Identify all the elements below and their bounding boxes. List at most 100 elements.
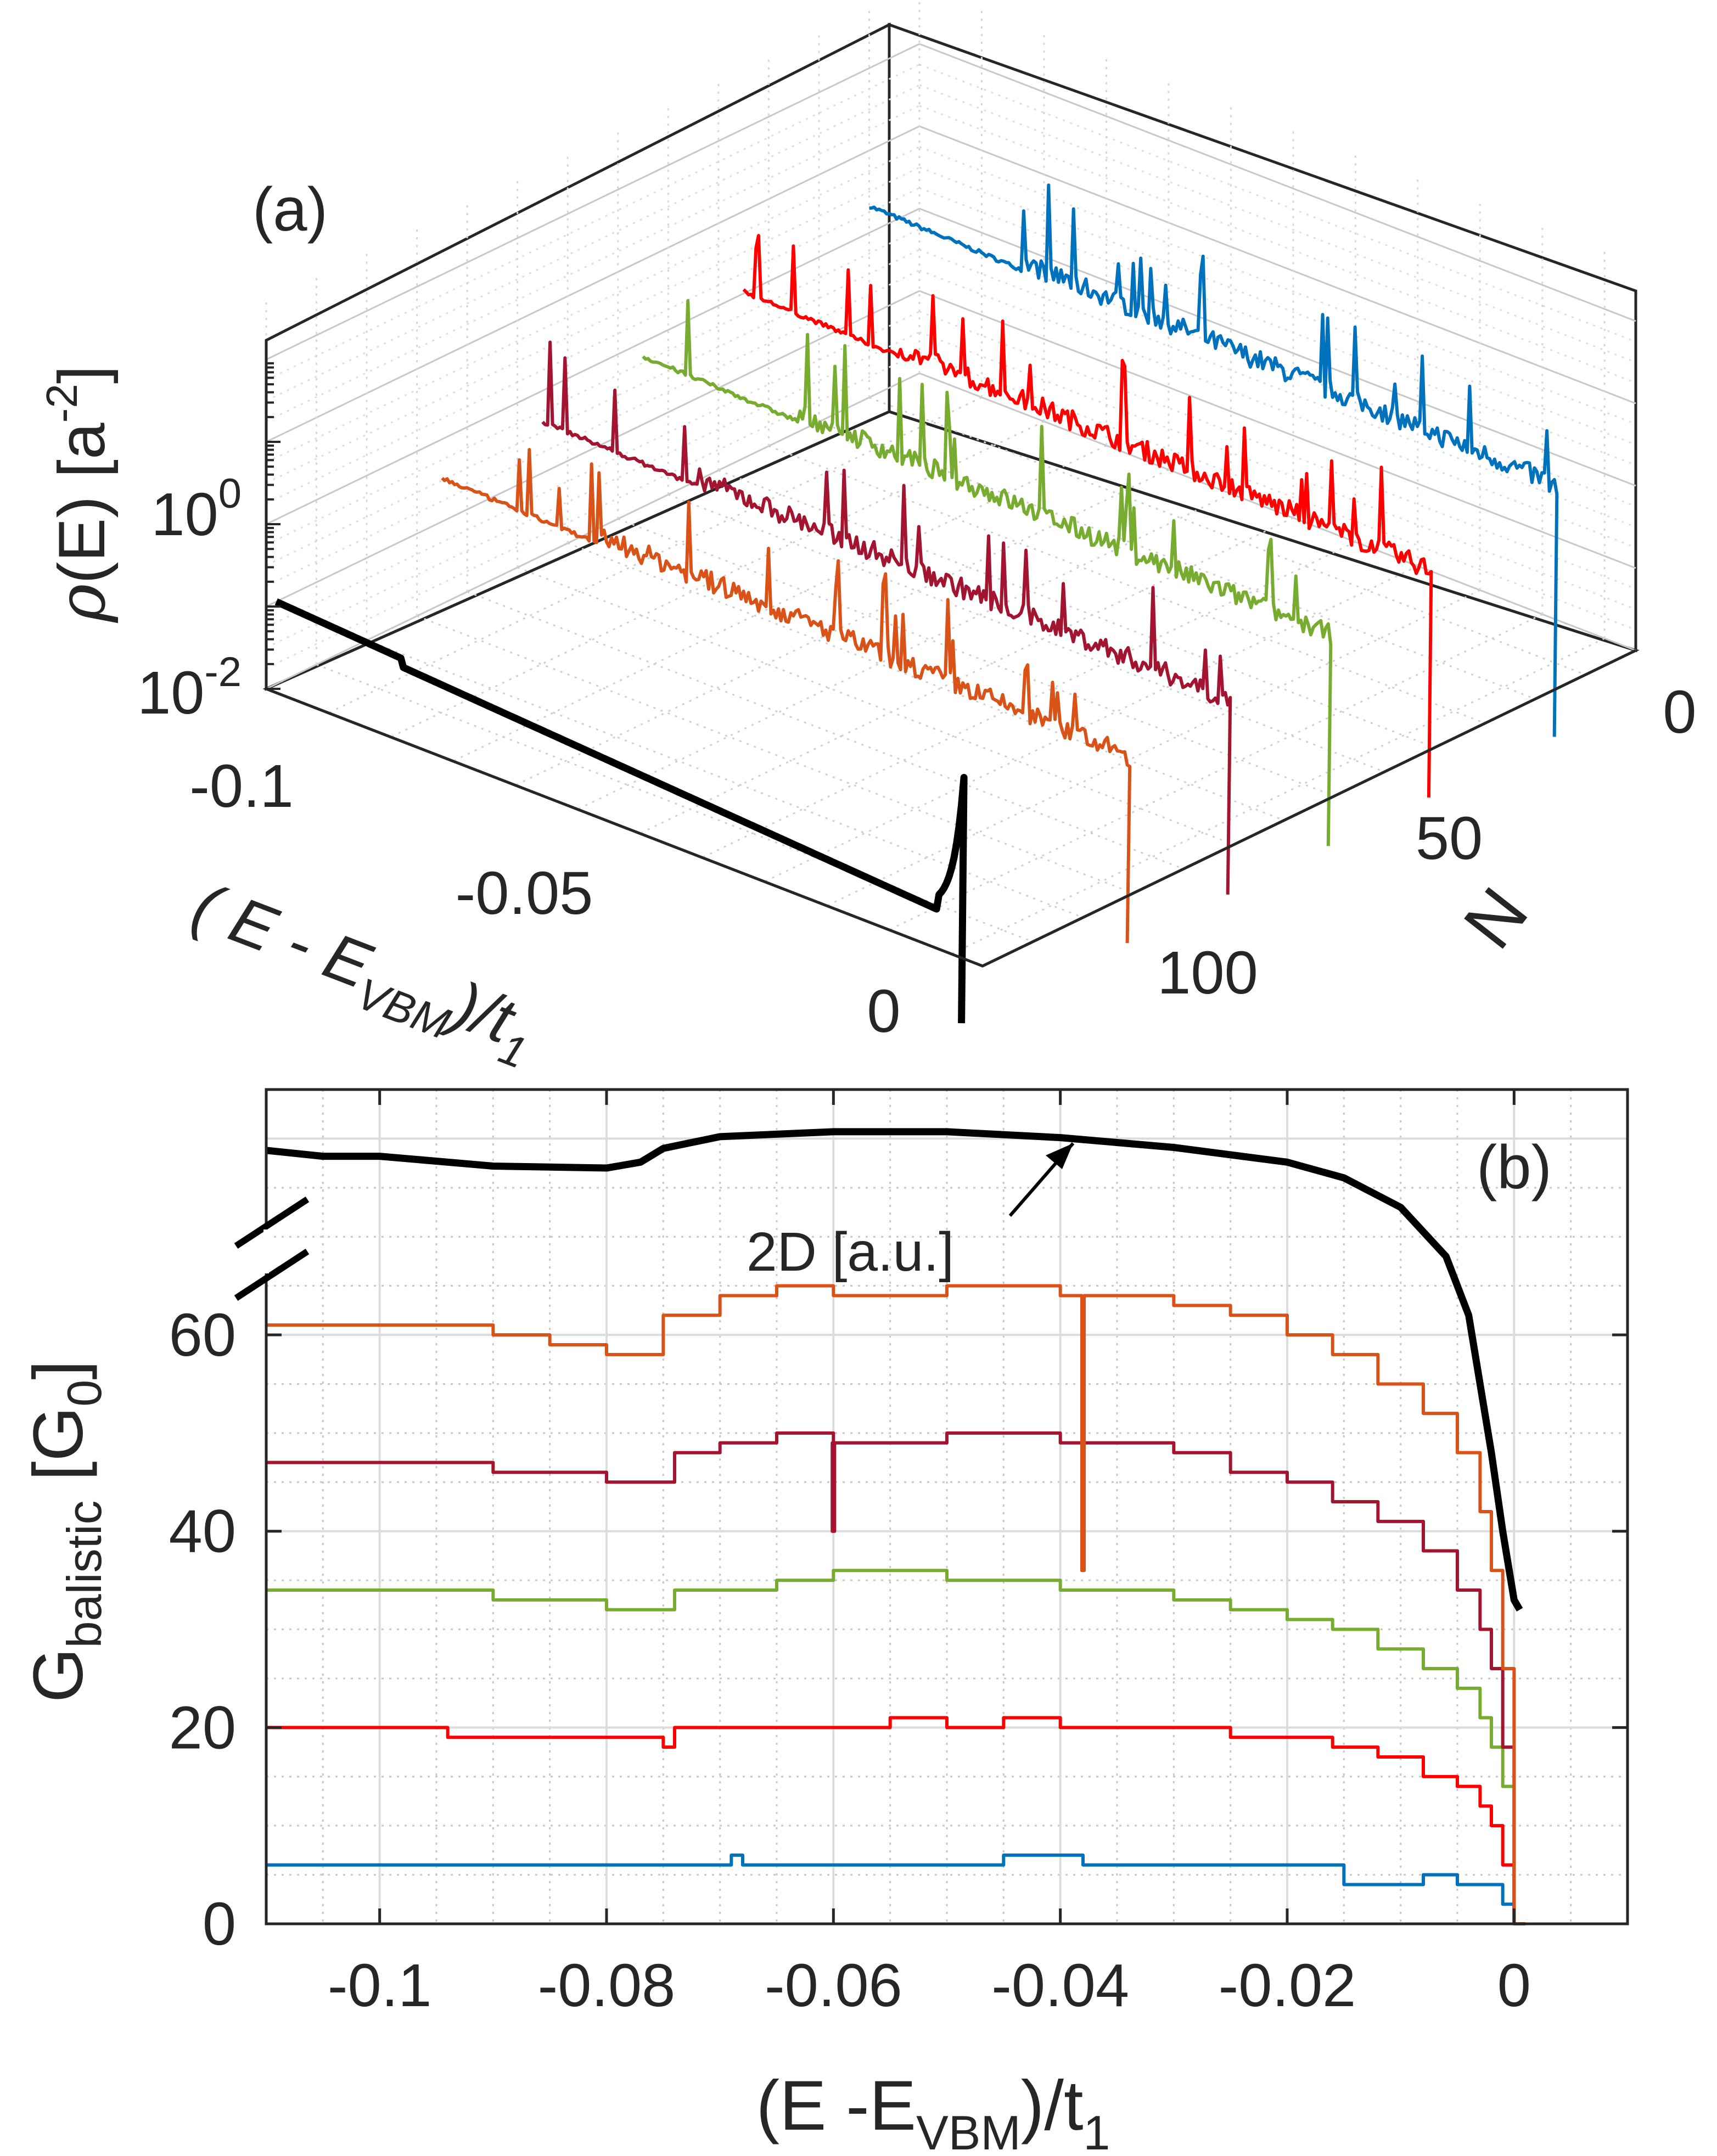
floor-grid-x [390,420,1045,738]
z-axis-title: ρ(E) [a-2] [37,366,120,624]
wall-grid-left [266,105,920,422]
x3d-title-sub: VBM [350,969,457,1048]
floor-grid-x [452,445,1107,762]
panel-a-3d-plot: (a) 100 10-2 ρ(E) [a-2] -0.1 -0.05 0 ( E… [37,0,1697,1077]
axis-break-mark-upper [234,1196,310,1249]
x-axis-line [266,687,983,968]
annotation-arrowhead [1046,1143,1073,1169]
x-tick-label: -0.1 [328,1952,432,2019]
y-tick-label: 40 [169,1498,236,1565]
panel-b-axes-box [265,1088,1629,1925]
axis-break-mark-lower [234,1248,310,1301]
wall-grid-left [266,207,920,525]
wall-grid-left [266,43,920,361]
series-line-n-75 [266,1431,1525,1925]
wall-grid-right [919,290,1636,569]
x3d-tick-label-1: -0.05 [456,860,593,927]
back-wall-left [265,22,891,691]
x-title-mid: )/t [1021,2067,1084,2145]
n-tick-label-50: 50 [1416,805,1483,872]
floor-grid-n [417,615,1134,894]
series-line-n-35 [266,1716,1525,1925]
y-axis-title: Gbalistic [G0] [19,1360,111,1703]
panel-a-grid [265,0,1636,967]
z-tick-1e0-base: 10 [151,481,218,548]
x-tick-label: 0 [1497,1952,1531,2019]
floor-grid-x [951,637,1605,955]
svg-text:ρ(E) [a-2]: ρ(E) [a-2] [37,366,120,624]
x3d-tick-label-0: -0.1 [189,753,294,820]
wall-grid-left [266,187,920,504]
wall-grid-left [266,290,920,608]
floor-grid-n [618,518,1335,797]
y-title-main: G [19,1648,98,1703]
wall-grid-right [919,125,1636,405]
wall-grid-left [266,249,920,566]
floor-grid-x [639,517,1294,834]
dos-curve-n-35 [742,234,1433,798]
z-tick-1e-2-base: 10 [137,659,204,727]
y-tick-label: 20 [169,1694,236,1761]
dos-curve-n-55 [642,299,1333,846]
panel-b-tick-labels: -0.1 -0.08 -0.06 -0.04 -0.02 0 0 20 40 60 [169,1301,1531,2019]
panel-b-curves [266,1128,1525,1925]
n-tick-label-0: 0 [1663,678,1696,746]
y-title-sub: balistic [57,1500,111,1648]
floor-grid-x [826,589,1480,907]
y-title-close: ] [19,1360,98,1380]
dos-curve-2d [274,598,968,1024]
z-title-main: (E) [a [45,423,119,584]
wall-grid-left [266,228,920,546]
n-axis-line [981,649,1637,968]
x-title-open: (E -E [756,2067,917,2145]
series-line-n-55 [266,1569,1525,1925]
dos-curve-n-10 [869,183,1559,737]
panel-b-label: (b) [1477,1133,1552,1201]
z-title-rho: ρ [44,584,120,624]
z-axis-ticks [266,362,280,690]
wall-grid-left [266,84,920,402]
dos-curve-n-95 [441,448,1132,944]
y-title-sub2: 0 [57,1380,111,1407]
x-tick-label: -0.06 [765,1952,902,2019]
y-title-rest: [G [19,1407,98,1501]
x3d-tick-label-2: 0 [867,978,900,1045]
x-title-sub2: 1 [1084,2106,1110,2156]
floor-grid-x [889,613,1543,931]
wall-grid-left [266,146,920,463]
wall-grid-left [266,64,920,381]
z-tick-label-1e0: 100 [151,470,242,548]
series-line-n-95 [266,1284,1525,1925]
svg-text:Gbalistic [G0]: Gbalistic [G0] [19,1360,111,1703]
dos-curve-n-75 [541,340,1232,895]
x-tick-label: -0.02 [1219,1952,1356,2019]
wall-grid-left [266,270,920,587]
n-axis-title-text: N [1448,873,1543,963]
x-title-sub: VBM [916,2106,1021,2156]
z-tick-label-1e-2: 10-2 [137,649,242,727]
n-tick-label-100: 100 [1157,939,1258,1007]
x-axis-title: (E -EVBM)/t1 [756,2067,1110,2156]
floor-grid-x [764,565,1418,883]
z-tick-1e-2-exp: -2 [204,649,242,695]
series-line-2d-a-u- [266,1128,1523,1612]
panel-a-label: (a) [252,175,328,244]
panel-a-curves [274,183,1559,1024]
floor-grid-n [567,542,1284,822]
n-axis-title: N [1448,873,1543,963]
panel-b-grid [265,1088,1629,1925]
wall-grid-right [919,43,1636,322]
wall-grid-left [266,166,920,484]
annotation-2d-label: 2D [a.u.] [747,1221,954,1283]
wall-grid-left [266,125,920,443]
z-title-close: ] [45,366,119,384]
y-tick-label: 0 [203,1890,236,1958]
panel-b-2d-plot: (b) 2D [a.u.] -0.1 -0.08 -0.06 -0.04 -0.02 0 0… [19,1088,1629,2156]
x-tick-label: -0.08 [538,1952,676,2019]
z-title-sup: -2 [37,384,86,423]
y-tick-label: 60 [169,1301,236,1369]
x-tick-label: -0.04 [991,1952,1129,2019]
panel-b-ticks [266,1090,1628,1925]
wall-grid-right [919,207,1636,487]
